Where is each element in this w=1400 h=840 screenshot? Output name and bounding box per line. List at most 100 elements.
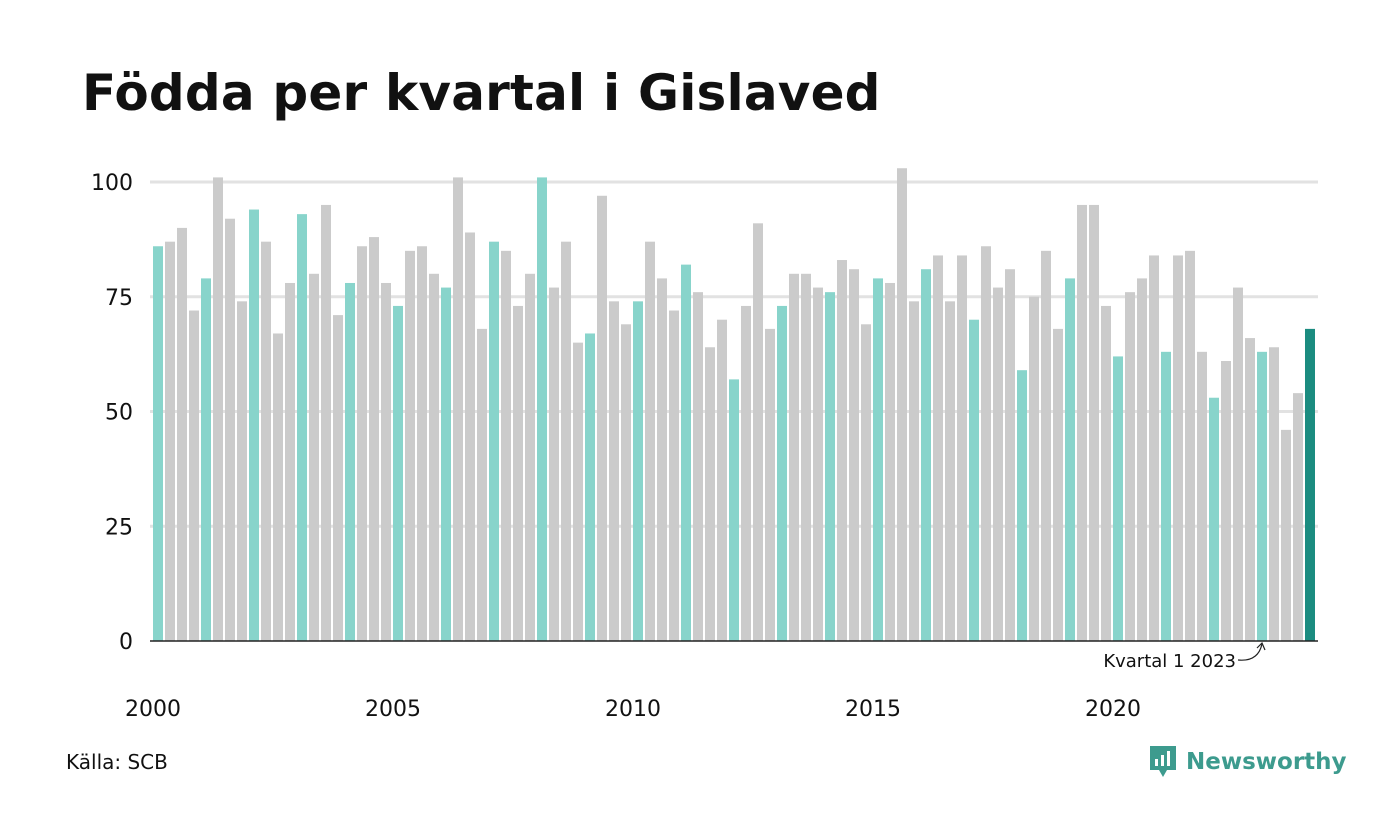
bar	[561, 241, 571, 642]
bar	[1161, 351, 1171, 641]
bar	[801, 273, 811, 641]
bar	[609, 301, 619, 641]
bar	[1137, 278, 1147, 641]
bar	[393, 305, 403, 641]
bar	[429, 273, 439, 641]
bar	[165, 241, 175, 642]
x-tick-label: 2015	[845, 697, 901, 722]
bar	[813, 287, 823, 641]
annotation-label: Kvartal 1 2023	[1103, 651, 1236, 672]
bar	[261, 241, 271, 642]
bar	[369, 237, 379, 641]
bar	[1149, 255, 1159, 641]
bar	[345, 282, 355, 641]
x-tick-label: 2005	[365, 697, 421, 722]
bar	[237, 301, 247, 641]
bar	[513, 305, 523, 641]
x-tick-label: 2000	[125, 697, 181, 722]
bar	[897, 168, 907, 642]
bar	[1041, 250, 1051, 641]
bar	[1293, 393, 1303, 641]
bar	[465, 232, 475, 642]
bar	[1065, 278, 1075, 641]
y-tick-label: 0	[119, 630, 133, 655]
bar	[873, 278, 883, 641]
bar	[477, 328, 487, 641]
bar	[681, 264, 691, 641]
y-tick-label: 75	[105, 286, 133, 311]
bar	[333, 315, 343, 641]
bar	[1197, 351, 1207, 641]
bar	[1029, 296, 1039, 641]
bar	[501, 250, 511, 641]
bar	[549, 287, 559, 641]
bar	[285, 282, 295, 641]
bar	[633, 301, 643, 641]
bar	[693, 292, 703, 641]
bar	[729, 379, 739, 641]
x-axis-labels: 2000 2005 2010 2015 2020	[125, 697, 1141, 722]
bar	[213, 177, 223, 641]
bar	[525, 273, 535, 641]
bar	[1101, 305, 1111, 641]
x-tick-label: 2010	[605, 697, 661, 722]
annotation-arrowhead	[1256, 641, 1266, 651]
bar	[585, 333, 595, 641]
bar	[177, 227, 187, 641]
bar	[981, 246, 991, 641]
bar	[861, 324, 871, 641]
brand-logo: Newsworthy	[1148, 744, 1347, 780]
bar	[1221, 361, 1231, 641]
bar	[1017, 370, 1027, 641]
bar	[1125, 292, 1135, 641]
bar	[309, 273, 319, 641]
bar	[789, 273, 799, 641]
bar	[537, 177, 547, 641]
bar	[969, 319, 979, 641]
bar	[645, 241, 655, 642]
bar	[741, 305, 751, 641]
bar	[1281, 429, 1291, 641]
bar	[405, 250, 415, 641]
brand-name: Newsworthy	[1186, 749, 1347, 775]
y-tick-label: 100	[91, 171, 133, 196]
bar	[753, 223, 763, 641]
chart-title: Födda per kvartal i Gislaved	[82, 64, 881, 122]
bar	[993, 287, 1003, 641]
bar	[417, 246, 427, 641]
bar	[381, 282, 391, 641]
bar	[357, 246, 367, 641]
bar	[297, 214, 307, 641]
y-tick-label: 25	[105, 515, 133, 540]
bar	[1005, 269, 1015, 641]
bar	[1269, 347, 1279, 641]
bar	[1257, 351, 1267, 641]
bar	[1209, 397, 1219, 641]
bar	[225, 218, 235, 641]
annotation-arrow	[1237, 643, 1263, 661]
bar	[621, 324, 631, 641]
y-tick-label: 50	[105, 401, 133, 426]
latest-annotation: Kvartal 1 2023	[1103, 641, 1266, 672]
bar	[1089, 204, 1099, 641]
bar	[597, 195, 607, 641]
bar	[489, 241, 499, 642]
bar	[273, 333, 283, 641]
source-note: Källa: SCB	[66, 750, 168, 774]
bar	[573, 342, 583, 641]
bar	[909, 301, 919, 641]
bar	[153, 246, 163, 641]
bar	[453, 177, 463, 641]
bar	[1173, 255, 1183, 641]
bar	[1053, 328, 1063, 641]
bar	[921, 269, 931, 641]
bar	[249, 209, 259, 642]
x-tick-label: 2020	[1085, 697, 1141, 722]
bar	[837, 260, 847, 641]
bar	[1113, 356, 1123, 641]
bar	[933, 255, 943, 641]
bar	[189, 310, 199, 641]
bar	[201, 278, 211, 641]
